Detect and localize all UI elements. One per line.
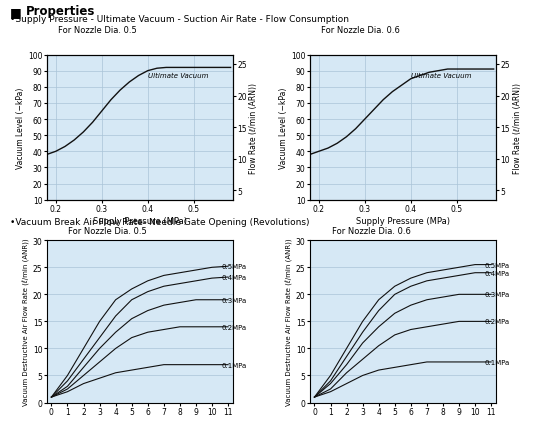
Text: For Nozzle Dia. 0.6: For Nozzle Dia. 0.6 xyxy=(321,26,399,35)
X-axis label: Supply Pressure (MPa): Supply Pressure (MPa) xyxy=(356,216,450,225)
Text: Ultimate Vacuum: Ultimate Vacuum xyxy=(411,73,471,79)
Text: For Nozzle Dia. 0.5: For Nozzle Dia. 0.5 xyxy=(68,227,147,236)
X-axis label: Supply Pressure (MPa): Supply Pressure (MPa) xyxy=(93,216,187,225)
Y-axis label: Vacuum Destructive Air Flow Rate (ℓ/min (ANR)): Vacuum Destructive Air Flow Rate (ℓ/min … xyxy=(23,238,30,405)
Y-axis label: Vacuum Level (−kPa): Vacuum Level (−kPa) xyxy=(279,87,288,168)
Text: Ultimate Vacuum: Ultimate Vacuum xyxy=(148,73,208,79)
Text: 0.2MPa: 0.2MPa xyxy=(484,319,510,325)
Text: 0.4MPa: 0.4MPa xyxy=(484,270,510,276)
Text: 0.4MPa: 0.4MPa xyxy=(221,274,247,280)
Text: •Vacuum Break Air Flow Rate- Needle Gate Opening (Revolutions): •Vacuum Break Air Flow Rate- Needle Gate… xyxy=(10,217,310,226)
Text: •Supply Pressure - Ultimate Vacuum - Suction Air Rate - Flow Consumption: •Supply Pressure - Ultimate Vacuum - Suc… xyxy=(10,15,349,24)
Text: Properties: Properties xyxy=(26,5,96,18)
Text: 0.5MPa: 0.5MPa xyxy=(221,264,247,270)
Text: 0.2MPa: 0.2MPa xyxy=(221,324,247,330)
Text: 0.3MPa: 0.3MPa xyxy=(221,297,247,303)
Text: For Nozzle Dia. 0.6: For Nozzle Dia. 0.6 xyxy=(332,227,410,236)
Y-axis label: Vacuum Destructive Air Flow Rate (ℓ/min (ANR)): Vacuum Destructive Air Flow Rate (ℓ/min … xyxy=(286,238,293,405)
Y-axis label: Flow Rate (ℓ/min (ARN)): Flow Rate (ℓ/min (ARN)) xyxy=(249,82,259,173)
Y-axis label: Flow Rate (ℓ/min (ARN)): Flow Rate (ℓ/min (ARN)) xyxy=(512,82,522,173)
Y-axis label: Vacuum Level (−kPa): Vacuum Level (−kPa) xyxy=(16,87,25,168)
Text: 0.1MPa: 0.1MPa xyxy=(484,359,510,365)
Text: 0.3MPa: 0.3MPa xyxy=(484,292,510,298)
Text: For Nozzle Dia. 0.5: For Nozzle Dia. 0.5 xyxy=(58,26,136,35)
Text: 0.5MPa: 0.5MPa xyxy=(484,262,510,268)
Text: 0.1MPa: 0.1MPa xyxy=(221,362,247,368)
Text: ■: ■ xyxy=(10,6,21,18)
